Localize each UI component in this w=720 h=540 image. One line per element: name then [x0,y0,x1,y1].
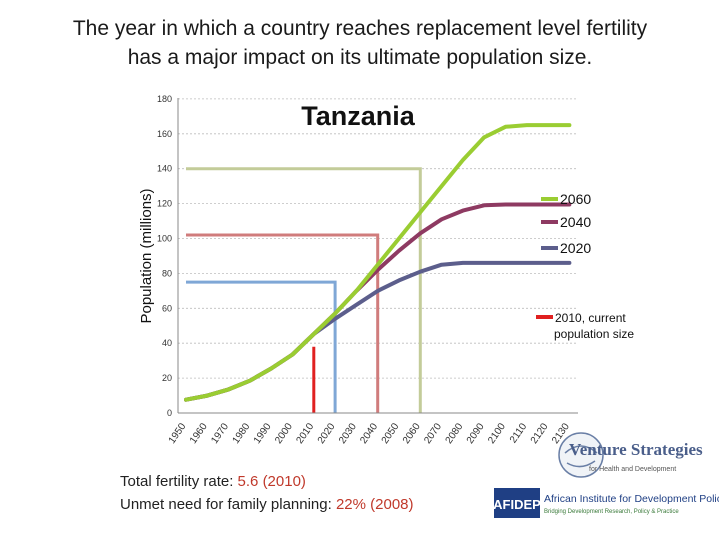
title-line-1: The year in which a country reaches repl… [72,17,648,40]
unmet-need-label: Unmet need for family planning: [120,496,332,513]
y-tick-label-160: 160 [157,129,172,139]
y-axis-label: Population (millions) [138,188,155,323]
x-tick-label-2010: 2010 [294,421,316,446]
x-tick-label-1990: 1990 [252,421,274,446]
x-tick-label-2120: 2120 [529,421,551,446]
x-tick-label-2070: 2070 [422,421,444,446]
y-tick-label-140: 140 [157,164,172,174]
ref-line-2020 [186,280,337,413]
x-axis-ticks: 1950 1960 1970 1980 1990 2000 2010 2020 2030 2040… [167,421,572,446]
tfr-row: Total fertility rate: 5.6 (2010) [120,470,414,493]
x-tick-label-2020: 2020 [316,421,338,446]
y-tick-label-40: 40 [162,338,172,348]
x-tick-label-2080: 2080 [444,421,466,446]
afidep-name: African Institute for Development Policy [544,493,719,505]
x-tick-label-1970: 1970 [209,421,231,446]
x-tick-label-2100: 2100 [486,421,508,446]
y-tick-label-80: 80 [162,268,172,278]
fertility-stats: Total fertility rate: 5.6 (2010) Unmet n… [120,470,414,516]
chart-title: Tanzania [301,101,416,131]
x-tick-label-1980: 1980 [231,421,253,446]
x-tick-label-2000: 2000 [273,421,295,446]
series-lines [184,123,572,402]
x-tick-label-1960: 1960 [188,421,210,446]
reference-lines [186,167,422,413]
venture-name: Venture Strategies [569,440,703,459]
legend-label-current-1: 2010, current [555,311,626,325]
legend-label-current-2: population size [554,327,634,341]
x-tick-label-2090: 2090 [465,421,487,446]
globe-icon [558,432,604,478]
ref-line-2060 [186,167,422,413]
legend-label-2040: 2040 [560,214,591,230]
x-tick-label-2040: 2040 [358,421,380,446]
legend-label-2020: 2020 [560,240,591,256]
ref-line-2040 [186,233,380,413]
x-tick-label-2110: 2110 [508,421,530,445]
unmet-need-row: Unmet need for family planning: 22% (200… [120,493,414,516]
legend-label-2060: 2060 [560,191,591,207]
y-tick-label-0: 0 [167,408,172,418]
legend: 2060 2040 2020 2010, current population size [536,191,634,341]
afidep-mark: AFIDEP [494,497,541,512]
x-tick-label-1950: 1950 [167,421,189,446]
slide-title: The year in which a country reaches repl… [20,14,700,72]
y-tick-label-180: 180 [157,94,172,104]
y-tick-label-120: 120 [157,199,172,209]
tfr-value: 5.6 (2010) [237,473,306,490]
y-axis-ticks: 0 20 40 60 80 100 120 140 160 180 [157,94,172,418]
series-line-2060 [184,123,572,402]
afidep-logo: AFIDEP African Institute for Development… [494,488,719,518]
afidep-mark-box [494,488,540,518]
y-tick-label-60: 60 [162,303,172,313]
afidep-tagline: Bridging Development Research, Policy & … [544,509,679,515]
x-tick-label-2050: 2050 [380,421,402,446]
venture-tagline: for Health and Development [589,466,676,473]
title-line-2: has a major impact on its ultimate popul… [127,46,593,69]
venture-strategies-logo: Venture Strategies for Health and Develo… [558,432,703,478]
y-tick-label-20: 20 [162,373,172,383]
x-tick-label-2060: 2060 [401,421,423,446]
x-tick-label-2030: 2030 [337,421,359,446]
y-tick-label-100: 100 [157,234,172,244]
unmet-need-value: 22% (2008) [335,496,414,513]
tfr-label: Total fertility rate: [120,473,234,490]
